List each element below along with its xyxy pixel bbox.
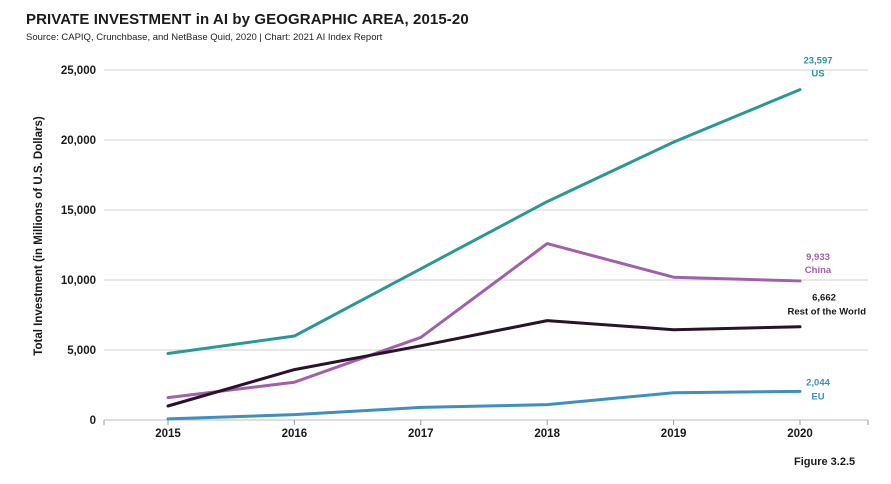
- end-name-china: China: [805, 265, 832, 276]
- series-line-rest-of-the-world: [166, 319, 802, 408]
- y-tick-label: 5,000: [67, 345, 96, 357]
- x-tick-label: 2020: [787, 428, 813, 440]
- end-name-rest-of-the-world: Rest of the World: [788, 307, 867, 318]
- x-tick-label: 2017: [408, 428, 434, 440]
- gridlines: [104, 69, 868, 421]
- chart-title: PRIVATE INVESTMENT in AI by GEOGRAPHIC A…: [26, 11, 469, 28]
- y-tick-label: 15,000: [61, 205, 96, 217]
- end-value-rest-of-the-world: 6,662: [812, 293, 836, 304]
- end-value-us: 23,597: [803, 56, 832, 67]
- y-tick-label: 20,000: [61, 135, 96, 147]
- chart-source: Source: CAPIQ, Crunchbase, and NetBase Q…: [26, 32, 383, 43]
- y-axis-label: Total Investment (in Millions of U.S. Do…: [33, 116, 45, 356]
- y-tick-label: 25,000: [61, 65, 96, 77]
- y-tick-label: 0: [90, 415, 96, 427]
- series-lines: [166, 88, 802, 421]
- x-tick-label: 2018: [534, 428, 560, 440]
- x-tick-label: 2016: [282, 428, 308, 440]
- end-name-eu: EU: [811, 391, 824, 402]
- end-value-eu: 2,044: [806, 377, 830, 388]
- series-line-eu: [166, 389, 802, 421]
- figure-number: Figure 3.2.5: [794, 456, 856, 468]
- y-tick-label: 10,000: [61, 275, 96, 287]
- end-name-us: US: [811, 69, 824, 80]
- series-end-labels: 23,597 US 9,933 China 6,662 Rest of the World…: [788, 56, 867, 403]
- x-axis-ticks: 2015 2016 2017 2018 2019 2020: [103, 420, 869, 440]
- x-tick-label: 2019: [661, 428, 687, 440]
- y-axis-ticks: 0 5,000 10,000 15,000 20,000 25,000: [61, 65, 96, 427]
- x-tick-label: 2015: [155, 428, 181, 440]
- end-value-china: 9,933: [806, 252, 830, 263]
- series-line-us: [166, 88, 802, 355]
- series-line-china: [166, 242, 802, 400]
